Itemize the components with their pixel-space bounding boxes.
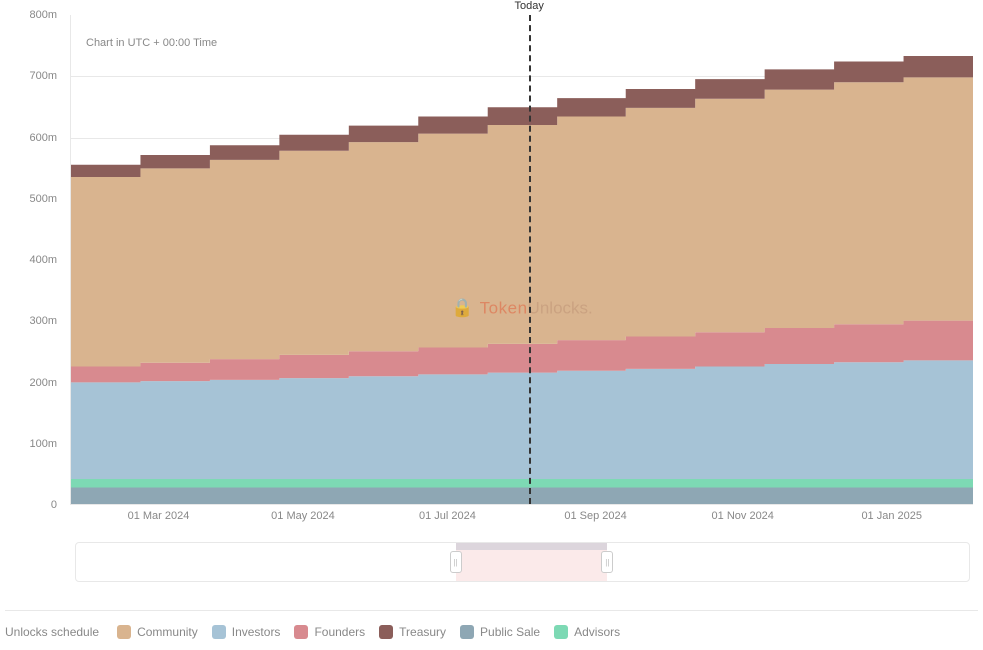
x-tick-label: 01 Nov 2024: [712, 510, 774, 522]
x-axis: 01 Mar 2024 01 May 2024 01 Jul 2024 01 Sep …: [70, 510, 973, 530]
unlock-schedule-chart: 0 100m 200m 300m 400m 500m 600m 700m 800m Chart …: [0, 0, 983, 650]
y-tick-label: 700m: [29, 70, 57, 82]
y-tick-label: 500m: [29, 193, 57, 205]
brush-handle-left[interactable]: ||: [450, 551, 462, 573]
plot-area[interactable]: Chart in UTC + 00:00 Time Today 🔒 TokenU…: [70, 15, 973, 505]
y-tick-label: 200m: [29, 377, 57, 389]
today-label: Today: [515, 0, 544, 12]
y-tick-label: 300m: [29, 315, 57, 327]
legend-item-investors[interactable]: Investors: [212, 625, 281, 639]
legend-label: Community: [137, 625, 198, 639]
stacked-area-series: [71, 15, 973, 504]
x-tick-label: 01 Jul 2024: [419, 510, 476, 522]
y-tick-label: 100m: [29, 438, 57, 450]
y-tick-label: 0: [51, 499, 57, 511]
x-tick-label: 01 Jan 2025: [861, 510, 922, 522]
legend-item-advisors[interactable]: Advisors: [554, 625, 620, 639]
legend-label: Investors: [232, 625, 281, 639]
legend-swatch: [117, 625, 131, 639]
legend-swatch: [212, 625, 226, 639]
legend-label: Founders: [314, 625, 365, 639]
brush-handle-right[interactable]: ||: [601, 551, 613, 573]
legend-item-public-sale[interactable]: Public Sale: [460, 625, 540, 639]
legend: Unlocks schedule Community Investors Found…: [5, 610, 978, 639]
watermark-text-2: Unlocks.: [528, 298, 593, 317]
legend-label: Public Sale: [480, 625, 540, 639]
watermark-text-1: Token: [480, 298, 528, 317]
legend-item-community[interactable]: Community: [117, 625, 198, 639]
legend-label: Treasury: [399, 625, 446, 639]
brush-selection[interactable]: [456, 543, 608, 581]
x-tick-label: 01 May 2024: [271, 510, 335, 522]
y-tick-label: 800m: [29, 9, 57, 21]
x-tick-label: 01 Mar 2024: [128, 510, 190, 522]
legend-title: Unlocks schedule: [5, 625, 99, 639]
legend-swatch: [460, 625, 474, 639]
range-brush[interactable]: || ||: [75, 542, 970, 582]
y-tick-label: 400m: [29, 254, 57, 266]
watermark: 🔒 TokenUnlocks.: [451, 298, 592, 319]
legend-swatch: [554, 625, 568, 639]
legend-label: Advisors: [574, 625, 620, 639]
lock-icon: 🔒: [451, 298, 473, 319]
legend-swatch: [379, 625, 393, 639]
series-public-sale[interactable]: [71, 487, 973, 504]
legend-item-founders[interactable]: Founders: [294, 625, 365, 639]
series-advisors[interactable]: [71, 479, 973, 488]
utc-note: Chart in UTC + 00:00 Time: [86, 37, 217, 49]
today-marker-line: [529, 15, 531, 504]
y-tick-label: 600m: [29, 132, 57, 144]
x-tick-label: 01 Sep 2024: [564, 510, 626, 522]
legend-swatch: [294, 625, 308, 639]
y-axis: 0100m200m300m400m500m600m700m800m: [0, 15, 65, 505]
legend-item-treasury[interactable]: Treasury: [379, 625, 446, 639]
